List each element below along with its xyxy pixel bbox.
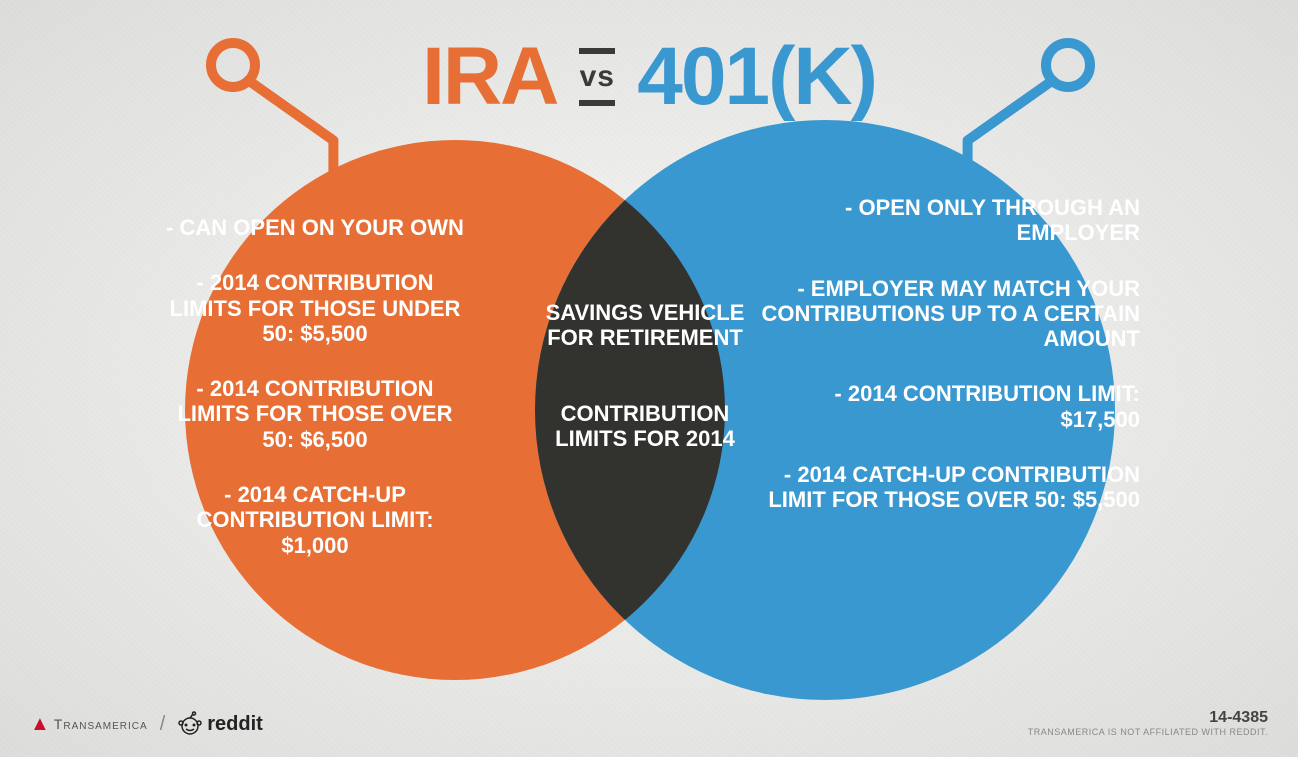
transamerica-text: Transamerica: [54, 716, 148, 732]
ira-item: - CAN OPEN ON YOUR OWN: [160, 215, 470, 240]
footer: ▲ Transamerica / reddit 14-4385: [30, 709, 1268, 737]
footer-right: 14-4385 TRANSAMERICA IS NOT AFFILIATED W…: [1028, 709, 1268, 737]
401k-item: - 2014 CATCH-UP CONTRIBUTION LIMIT FOR T…: [760, 462, 1140, 513]
vs-bar-top: [579, 48, 615, 54]
transamerica-icon: ▲: [30, 713, 50, 736]
ira-item: - 2014 CONTRIBUTION LIMITS FOR THOSE OVE…: [160, 376, 470, 452]
401k-item: - OPEN ONLY THROUGH AN EMPLOYER: [760, 195, 1140, 246]
transamerica-logo: ▲ Transamerica: [30, 713, 148, 736]
infographic-stage: IRA vs 401(K) - CAN OPEN ON YOUR OWN - 2…: [0, 0, 1298, 757]
title-401k: 401(K): [637, 30, 876, 124]
overlap-item: CONTRIBUTION LIMITS FOR 2014: [535, 401, 755, 452]
vs-text: vs: [580, 60, 615, 94]
401k-items: - OPEN ONLY THROUGH AN EMPLOYER - EMPLOY…: [760, 195, 1140, 543]
ira-item: - 2014 CATCH-UP CONTRIBUTION LIMIT: $1,0…: [160, 482, 470, 558]
footer-code: 14-4385: [1028, 709, 1268, 727]
slash-divider: /: [160, 713, 166, 736]
title-row: IRA vs 401(K): [0, 30, 1298, 124]
vs-badge: vs: [579, 48, 615, 106]
reddit-text: reddit: [207, 713, 263, 736]
ira-items: - CAN OPEN ON YOUR OWN - 2014 CONTRIBUTI…: [160, 215, 470, 588]
title-ira: IRA: [422, 30, 557, 124]
ira-item: - 2014 CONTRIBUTION LIMITS FOR THOSE UND…: [160, 270, 470, 346]
401k-item: - 2014 CONTRIBUTION LIMIT: $17,500: [760, 381, 1140, 432]
vs-bar-bottom: [579, 100, 615, 106]
overlap-items: SAVINGS VEHICLE FOR RETIREMENT CONTRIBUT…: [535, 300, 755, 501]
reddit-alien-icon: [177, 711, 203, 737]
401k-item: - EMPLOYER MAY MATCH YOUR CONTRIBUTIONS …: [760, 276, 1140, 352]
footer-disclaimer: TRANSAMERICA IS NOT AFFILIATED WITH REDD…: [1028, 727, 1268, 737]
footer-left: ▲ Transamerica / reddit: [30, 711, 263, 737]
overlap-item: SAVINGS VEHICLE FOR RETIREMENT: [535, 300, 755, 351]
reddit-logo: reddit: [177, 711, 263, 737]
